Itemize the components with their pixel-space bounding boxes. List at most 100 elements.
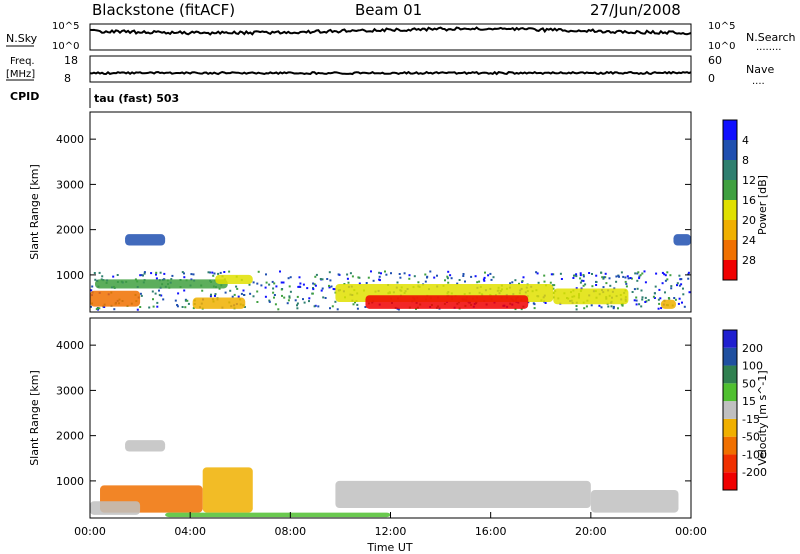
freq-trace	[89, 70, 692, 76]
echo-cell	[228, 270, 231, 273]
echo-cell	[575, 287, 578, 290]
power-colorbar: 4 8 12 16 20 24 28	[722, 119, 756, 281]
echo-cell	[680, 283, 683, 286]
echo-cell	[484, 271, 486, 274]
echo-cell	[478, 280, 481, 283]
echo-cell	[334, 300, 337, 303]
echo-cell	[641, 272, 644, 275]
echo-cell	[236, 287, 239, 290]
echo-cell	[90, 289, 93, 292]
echo-cell	[385, 273, 388, 276]
echo-cell	[192, 273, 195, 276]
echo-cell	[602, 286, 605, 289]
echo-cell	[580, 279, 583, 282]
colorbar-swatch	[723, 260, 737, 280]
colorbar-tick-label: 24	[742, 234, 756, 247]
echo-cell	[676, 282, 679, 285]
echo-cell	[308, 297, 311, 300]
power-y-axis: 1000 2000 3000 4000	[56, 133, 691, 282]
echo-cell	[314, 284, 317, 287]
echo-cell	[378, 278, 381, 281]
echo-cell	[306, 287, 309, 290]
echo-cell	[272, 291, 275, 294]
echo-cell	[678, 284, 681, 287]
echo-cell	[303, 301, 306, 304]
echo-cell	[591, 273, 593, 275]
echo-cell	[408, 274, 411, 277]
colorbar-swatch	[723, 383, 737, 402]
echo-cell	[280, 288, 283, 291]
echo-cell	[97, 308, 99, 311]
echo-cell	[229, 289, 232, 292]
echo-cell	[264, 295, 267, 298]
x-tick-label: 16:00	[475, 525, 507, 538]
echo-cell	[638, 303, 641, 306]
echo-cell	[544, 302, 547, 304]
echo-region	[125, 234, 166, 246]
colorbar-swatch	[723, 472, 737, 490]
echo-cell	[396, 281, 399, 284]
echo-cell	[211, 271, 214, 274]
echo-region	[125, 440, 166, 452]
echo-cell	[177, 292, 180, 295]
y-tick-label: 2000	[56, 224, 84, 237]
echo-cell	[356, 307, 359, 310]
power-colorbar-label: Power [dB]	[756, 175, 769, 235]
echo-cell	[349, 272, 352, 275]
echo-cell	[289, 290, 292, 293]
echo-cell	[329, 307, 331, 310]
echo-cell	[552, 287, 555, 290]
nsky-trace	[89, 26, 692, 36]
colorbar-tick-label: -200	[742, 466, 767, 479]
echo-cell	[522, 276, 525, 279]
echo-cell	[624, 276, 627, 279]
echo-region	[553, 288, 629, 305]
echo-cell	[288, 296, 291, 299]
echo-cell	[143, 272, 146, 275]
echo-cell	[358, 282, 361, 285]
echo-cell	[553, 284, 556, 287]
echo-cell	[296, 302, 299, 305]
echo-cell	[184, 299, 187, 302]
echo-cell	[615, 280, 618, 283]
x-tick-label: 20:00	[575, 525, 607, 538]
echo-cell	[399, 276, 402, 279]
time-xlabel: Time UT	[366, 541, 412, 554]
nsky-panel: N.Sky 10^5 10^0 10^5 10^0 N.Search .....…	[6, 21, 796, 53]
echo-cell	[103, 306, 106, 308]
echo-cell	[602, 277, 605, 280]
echo-cell	[151, 290, 154, 293]
echo-cell	[670, 287, 673, 290]
colorbar-tick-label: 50	[742, 377, 756, 390]
echo-cell	[464, 280, 466, 283]
echo-cell	[378, 271, 381, 274]
echo-cell	[212, 274, 215, 277]
colorbar-swatch	[723, 220, 737, 240]
echo-cell	[625, 282, 628, 285]
echo-cell	[140, 294, 143, 297]
velocity-y-axis: 1000 2000 3000 4000	[56, 339, 691, 488]
echo-cell	[483, 279, 486, 282]
echo-cell	[162, 298, 165, 301]
echo-cell	[214, 294, 216, 297]
echo-cell	[273, 282, 276, 285]
echo-cell	[620, 271, 623, 274]
echo-cell	[424, 280, 427, 283]
echo-cell	[364, 306, 367, 308]
echo-cell	[256, 301, 259, 303]
echo-cell	[664, 279, 667, 282]
echo-cell	[163, 278, 165, 281]
echo-cell	[613, 287, 616, 290]
nave-dots: ....	[752, 76, 765, 87]
echo-cell	[572, 277, 575, 279]
echo-cell	[372, 279, 375, 282]
power-panel: 1000 2000 3000 4000 Slant Range [km] 4 8 12 16…	[28, 111, 769, 313]
echo-cell	[100, 278, 103, 281]
echo-cell	[297, 285, 300, 288]
echo-cell	[634, 272, 637, 275]
echo-cell	[347, 281, 350, 284]
colorbar-tick-label: 100	[742, 360, 763, 373]
echo-cell	[476, 281, 479, 284]
echo-cell	[575, 308, 578, 311]
echo-cell	[330, 285, 333, 288]
